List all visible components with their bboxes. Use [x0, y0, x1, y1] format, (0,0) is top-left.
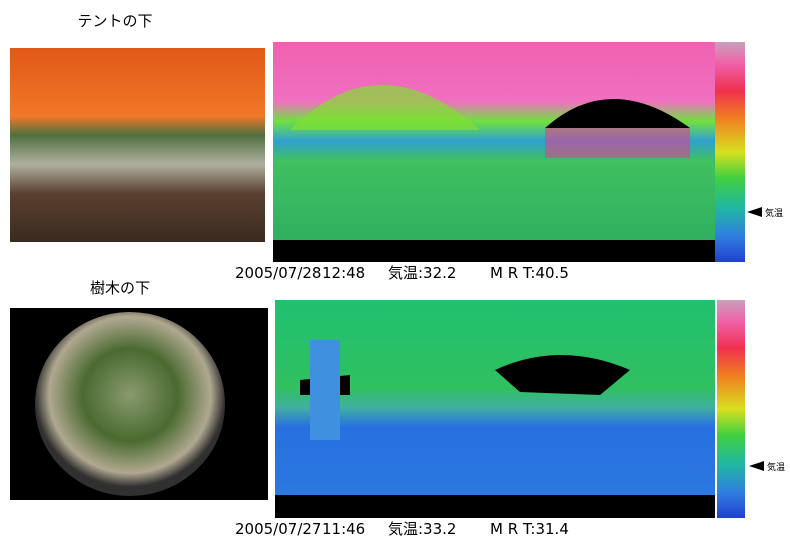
- thermal-feature: [545, 128, 690, 158]
- caption-date: 2005/07/27: [235, 520, 321, 538]
- marker-label: 気温: [767, 461, 785, 473]
- thermal-band: [275, 495, 715, 518]
- caption-air-temp: 気温:32.2: [388, 264, 456, 282]
- caption-date: 2005/07/28: [235, 264, 321, 282]
- color-scale: [715, 42, 745, 262]
- panel: 樹木の下 気温 2005/07/27 11:46 気温:33.2 M R T:3…: [10, 279, 785, 538]
- marker-arrow: [749, 461, 764, 471]
- color-scale: [717, 300, 745, 518]
- photo: [10, 48, 265, 242]
- panel: テントの下 気温 2005/07/28 12:48 気温:32.2 M R T:…: [10, 12, 783, 282]
- caption-time: 12:48: [322, 264, 365, 282]
- figure: テントの下 気温 2005/07/28 12:48 気温:32.2 M R T:…: [0, 0, 790, 541]
- caption-air-temp: 気温:33.2: [388, 520, 456, 538]
- caption-mrt: M R T:40.5: [490, 264, 569, 282]
- caption-time: 11:46: [322, 520, 365, 538]
- thermal-feature: [310, 340, 340, 440]
- fisheye: [35, 312, 225, 496]
- thermal-image: [275, 300, 715, 495]
- thermal-band: [273, 240, 715, 262]
- panel-label: テントの下: [77, 12, 152, 30]
- marker-label: 気温: [765, 207, 783, 219]
- marker-arrow: [747, 207, 762, 217]
- caption-mrt: M R T:31.4: [490, 520, 569, 538]
- panel-label: 樹木の下: [90, 279, 150, 297]
